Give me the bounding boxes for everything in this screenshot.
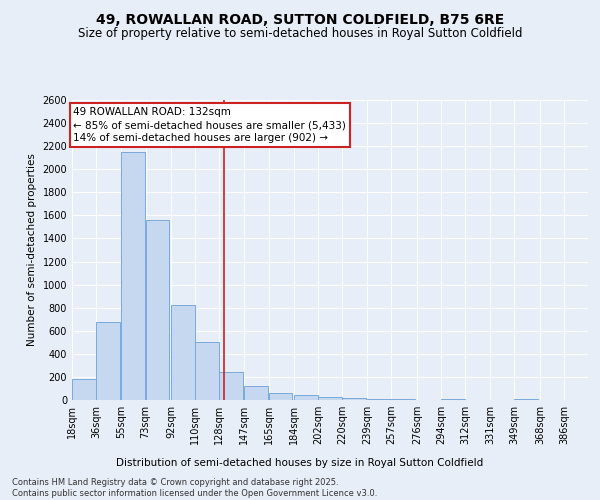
Bar bbox=[318, 396, 341, 400]
Text: Contains HM Land Registry data © Crown copyright and database right 2025.
Contai: Contains HM Land Registry data © Crown c… bbox=[12, 478, 377, 498]
Bar bbox=[121, 152, 145, 400]
Bar bbox=[72, 379, 95, 400]
Bar bbox=[219, 372, 243, 400]
Bar bbox=[342, 398, 365, 400]
Text: Size of property relative to semi-detached houses in Royal Sutton Coldfield: Size of property relative to semi-detach… bbox=[78, 28, 522, 40]
Y-axis label: Number of semi-detached properties: Number of semi-detached properties bbox=[27, 154, 37, 346]
Bar bbox=[146, 220, 169, 400]
Text: 49, ROWALLAN ROAD, SUTTON COLDFIELD, B75 6RE: 49, ROWALLAN ROAD, SUTTON COLDFIELD, B75… bbox=[96, 12, 504, 26]
Text: 49 ROWALLAN ROAD: 132sqm
← 85% of semi-detached houses are smaller (5,433)
14% o: 49 ROWALLAN ROAD: 132sqm ← 85% of semi-d… bbox=[73, 107, 346, 144]
Bar bbox=[195, 342, 218, 400]
Bar bbox=[171, 306, 194, 400]
Text: Distribution of semi-detached houses by size in Royal Sutton Coldfield: Distribution of semi-detached houses by … bbox=[116, 458, 484, 468]
Bar bbox=[294, 396, 317, 400]
Bar bbox=[96, 322, 120, 400]
Bar bbox=[244, 386, 268, 400]
Bar bbox=[269, 393, 292, 400]
Bar bbox=[367, 399, 391, 400]
